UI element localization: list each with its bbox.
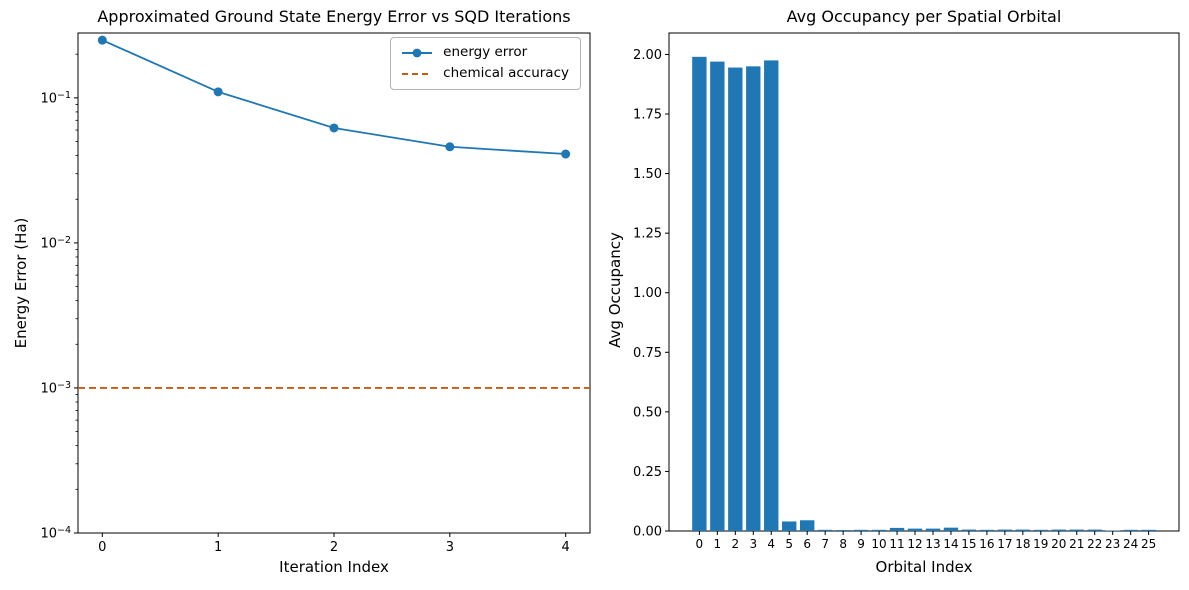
left-x-axis-label: Iteration Index	[279, 558, 389, 576]
svg-text:3: 3	[749, 537, 757, 551]
svg-text:6: 6	[803, 537, 811, 551]
svg-text:18: 18	[1015, 537, 1030, 551]
svg-text:1: 1	[714, 537, 722, 551]
legend-label-chemical-accuracy: chemical accuracy	[443, 65, 569, 81]
svg-text:0: 0	[696, 537, 704, 551]
dashed-line-sample-icon	[402, 72, 433, 75]
svg-text:5: 5	[785, 537, 793, 551]
svg-text:0.50: 0.50	[633, 405, 662, 420]
svg-text:1: 1	[214, 540, 222, 555]
svg-text:3: 3	[446, 540, 454, 555]
svg-text:10: 10	[871, 537, 886, 551]
svg-text:16: 16	[979, 537, 994, 551]
left-plot-title: Approximated Ground State Energy Error v…	[97, 7, 571, 26]
svg-text:21: 21	[1069, 537, 1084, 551]
svg-text:4: 4	[562, 540, 570, 555]
svg-text:10−1: 10−1	[40, 90, 71, 107]
legend-entry-energy-error: energy error	[400, 44, 569, 61]
svg-text:12: 12	[907, 537, 922, 551]
svg-text:24: 24	[1123, 537, 1138, 551]
svg-text:17: 17	[997, 537, 1012, 551]
svg-text:10−2: 10−2	[40, 235, 71, 252]
right-plot-title: Avg Occupancy per Spatial Orbital	[786, 7, 1062, 26]
svg-text:8: 8	[839, 537, 847, 551]
solid-line-marker-sample-icon	[402, 48, 433, 57]
svg-text:0: 0	[98, 540, 106, 555]
svg-text:1.25: 1.25	[633, 227, 662, 242]
svg-text:1.50: 1.50	[633, 167, 662, 182]
svg-text:20: 20	[1051, 537, 1066, 551]
svg-text:22: 22	[1087, 537, 1102, 551]
legend-label-energy-error: energy error	[443, 44, 528, 60]
svg-text:0.75: 0.75	[633, 346, 662, 361]
svg-text:9: 9	[857, 537, 865, 551]
svg-text:25: 25	[1141, 537, 1156, 551]
svg-text:4: 4	[767, 537, 775, 551]
svg-text:7: 7	[821, 537, 829, 551]
svg-text:23: 23	[1105, 537, 1120, 551]
left-y-axis-label: Energy Error (Ha)	[12, 217, 30, 349]
svg-text:10−3: 10−3	[40, 380, 71, 397]
svg-text:19: 19	[1033, 537, 1048, 551]
svg-text:1.75: 1.75	[633, 108, 662, 123]
svg-text:2: 2	[330, 540, 338, 555]
svg-text:11: 11	[889, 537, 904, 551]
svg-text:0.00: 0.00	[633, 525, 662, 540]
svg-text:1.00: 1.00	[633, 286, 662, 301]
legend-entry-chemical-accuracy: chemical accuracy	[400, 65, 569, 82]
svg-text:2.00: 2.00	[633, 48, 662, 63]
right-y-axis-label: Avg Occupancy	[606, 232, 624, 348]
svg-text:0.25: 0.25	[633, 465, 662, 480]
svg-text:15: 15	[961, 537, 976, 551]
svg-text:2: 2	[731, 537, 739, 551]
svg-text:14: 14	[943, 537, 958, 551]
legend-box: energy error chemical accuracy	[390, 37, 581, 90]
svg-text:13: 13	[925, 537, 940, 551]
right-x-axis-label: Orbital Index	[875, 558, 973, 576]
svg-text:10−4: 10−4	[40, 525, 71, 542]
